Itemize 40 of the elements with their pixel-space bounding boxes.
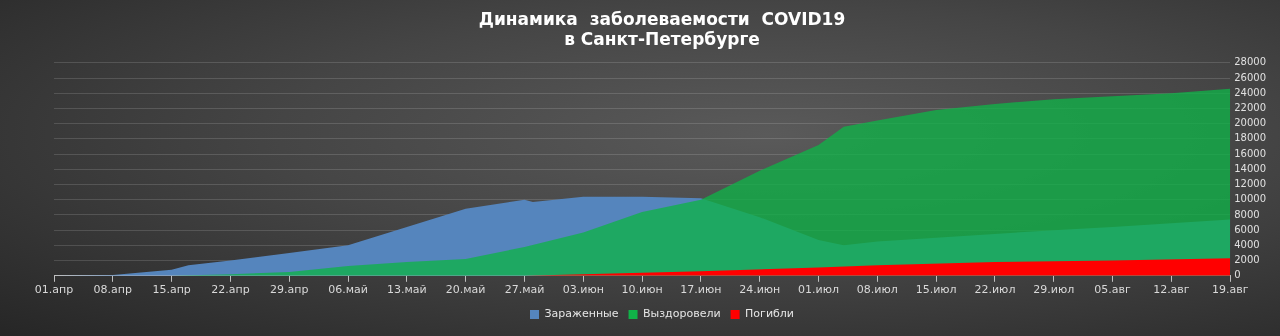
x-tick-label: 15.июл bbox=[915, 283, 957, 297]
y-tick-label: 22000 bbox=[1234, 102, 1266, 114]
legend-label: Погибли bbox=[745, 307, 794, 321]
y-tick-label: 2000 bbox=[1234, 254, 1260, 266]
x-tick-label: 01.июл bbox=[798, 283, 839, 297]
x-tick-label: 15.апр bbox=[152, 283, 191, 297]
x-tick-label: 01.апр bbox=[34, 283, 74, 297]
x-tick-label: 08.июл bbox=[856, 283, 898, 297]
x-tick-label: 17.июн bbox=[680, 283, 722, 297]
x-tick-label: 27.май bbox=[504, 283, 545, 297]
y-tick-label: 10000 bbox=[1234, 193, 1266, 205]
x-tick-label: 10.июн bbox=[621, 283, 663, 297]
x-tick-label: 29.апр bbox=[270, 283, 309, 297]
y-tick-label: 8000 bbox=[1234, 208, 1260, 220]
y-tick-label: 28000 bbox=[1234, 56, 1266, 68]
x-tick-label: 22.апр bbox=[211, 283, 250, 297]
x-tick-label: 05.авг bbox=[1094, 283, 1132, 297]
y-tick-label: 14000 bbox=[1234, 162, 1266, 174]
x-tick-label: 12.авг bbox=[1153, 283, 1190, 297]
y-tick-label: 0 bbox=[1234, 269, 1241, 281]
x-tick-label: 20.май bbox=[445, 283, 486, 297]
y-tick-label: 18000 bbox=[1234, 132, 1266, 144]
y-tick-label: 12000 bbox=[1234, 178, 1266, 190]
y-tick-label: 16000 bbox=[1234, 147, 1266, 159]
x-tick-label: 29.июл bbox=[1033, 283, 1075, 297]
x-tick-label: 03.июн bbox=[562, 283, 604, 297]
x-tick-label: 22.июл bbox=[974, 283, 1016, 297]
chart-title: Динамика заболеваемости COVID19 в Санкт-Петербурге bbox=[478, 8, 846, 50]
legend-label: Зараженные bbox=[544, 307, 619, 321]
y-tick-label: 4000 bbox=[1234, 238, 1260, 250]
y-tick-label: 26000 bbox=[1234, 71, 1266, 83]
x-tick-label: 13.май bbox=[387, 283, 427, 297]
y-tick-label: 24000 bbox=[1234, 86, 1266, 98]
x-tick-label: 06.май bbox=[328, 283, 368, 297]
x-tick-label: 24.июн bbox=[739, 283, 781, 297]
x-tick-label: 08.апр bbox=[93, 283, 133, 297]
legend-label: Выздоровели bbox=[643, 307, 721, 321]
y-tick-label: 6000 bbox=[1234, 223, 1260, 235]
y-tick-label: 20000 bbox=[1234, 117, 1266, 129]
x-tick-label: 19.авг bbox=[1211, 283, 1249, 297]
